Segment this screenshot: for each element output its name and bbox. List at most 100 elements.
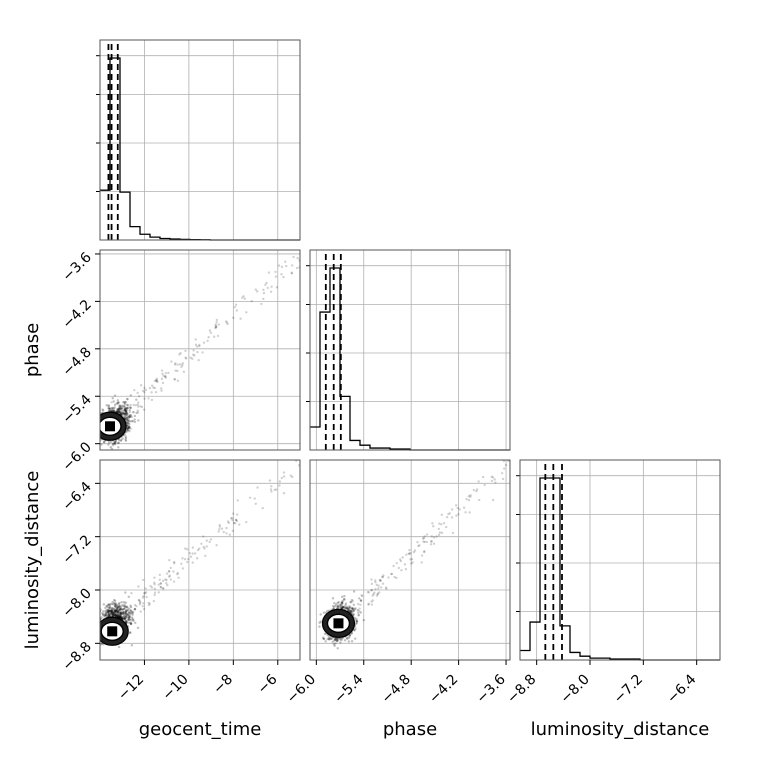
scatter-point xyxy=(116,401,120,404)
scatter-point xyxy=(355,617,358,621)
scatter-point xyxy=(260,302,263,306)
scatter-point xyxy=(350,607,354,610)
scatter-point xyxy=(370,603,374,606)
scatter-point xyxy=(106,610,110,614)
scatter-point xyxy=(147,397,150,400)
scatter-point xyxy=(122,405,126,408)
scatter-point xyxy=(477,498,481,502)
scatter-point xyxy=(127,422,130,425)
scatter-point xyxy=(116,607,119,610)
scatter-point xyxy=(121,407,124,410)
scatter-point xyxy=(115,607,119,610)
scatter-point xyxy=(184,356,187,359)
scatter-point xyxy=(111,600,114,604)
scatter-point xyxy=(189,555,193,558)
scatter-point xyxy=(224,320,228,323)
scatter-point xyxy=(113,406,116,409)
y-axis-label-luminosity-distance: luminosity_distance xyxy=(22,471,43,650)
scatter-point xyxy=(336,606,339,610)
scatter-point xyxy=(337,604,340,607)
scatter-point xyxy=(129,414,132,417)
scatter-point xyxy=(109,446,112,449)
scatter-point xyxy=(343,639,347,642)
scatter-point xyxy=(122,607,125,611)
scatter-point xyxy=(123,416,127,419)
scatter-point xyxy=(377,587,380,590)
scatter-point xyxy=(126,417,129,420)
scatter-point xyxy=(122,617,126,620)
scatter-point xyxy=(273,488,276,492)
scatter-point xyxy=(432,525,435,528)
scatter-point xyxy=(115,614,118,618)
hist-step-luminosity_distance xyxy=(520,477,720,661)
scatter-point xyxy=(125,614,128,618)
scatter-point xyxy=(122,604,125,608)
scatter-point xyxy=(107,614,110,617)
scatter-point xyxy=(121,406,124,410)
scatter-point xyxy=(153,386,156,390)
scatter-point xyxy=(128,410,132,414)
scatter-point xyxy=(351,600,354,603)
scatter-point xyxy=(376,593,379,596)
scatter-point xyxy=(291,475,294,479)
scatter-point xyxy=(384,586,388,589)
scatter-point xyxy=(128,631,132,634)
scatter-point xyxy=(120,616,123,619)
scatter-point xyxy=(105,614,109,617)
scatter-point xyxy=(112,442,115,445)
scatter-point xyxy=(127,428,130,431)
scatter-point xyxy=(117,645,121,649)
scatter-point xyxy=(280,273,283,276)
scatter-point xyxy=(112,611,116,615)
scatter-point xyxy=(134,404,138,407)
scatter-point xyxy=(422,550,426,554)
scatter-point xyxy=(153,591,157,594)
scatter-point xyxy=(150,398,154,402)
scatter-point xyxy=(113,604,117,608)
scatter-point xyxy=(297,464,300,467)
scatter-point xyxy=(371,594,374,597)
scatter-point xyxy=(507,460,510,463)
scatter-point xyxy=(176,369,179,373)
scatter-point xyxy=(372,593,375,596)
scatter-point xyxy=(118,615,122,618)
scatter-point xyxy=(107,610,111,614)
scatter-point xyxy=(115,611,118,614)
scatter-point xyxy=(124,610,128,613)
scatter-point xyxy=(334,637,337,640)
scatter-point xyxy=(125,609,128,612)
scatter-point xyxy=(125,620,128,624)
scatter-point xyxy=(335,637,339,640)
scatter-point xyxy=(123,412,126,416)
scatter-point xyxy=(126,412,129,415)
scatter-point xyxy=(238,523,241,526)
scatter-point xyxy=(337,600,340,604)
corner-labels: geocent_time phase luminosity_distance p… xyxy=(22,323,709,740)
scatter-point xyxy=(184,357,188,360)
scatter-point xyxy=(97,417,99,419)
scatter-point xyxy=(124,609,128,612)
scatter-point xyxy=(144,592,147,595)
scatter-point xyxy=(184,349,187,353)
scatter-point xyxy=(174,369,177,372)
scatter-point xyxy=(282,491,286,495)
scatter-point xyxy=(267,271,271,274)
scatter-point xyxy=(124,616,128,620)
scatter-point xyxy=(111,614,115,618)
scatter-point xyxy=(245,311,248,314)
scatter-point xyxy=(147,603,151,607)
scatter-point xyxy=(116,609,120,612)
scatter-point xyxy=(136,409,139,412)
scatter-point xyxy=(324,640,327,643)
scatter-point xyxy=(123,611,127,614)
scatter-point xyxy=(122,615,126,619)
scatter-point xyxy=(153,581,156,584)
scatter-point xyxy=(133,603,137,607)
scatter-point xyxy=(127,616,130,619)
scatter-point xyxy=(101,611,104,615)
scatter-point xyxy=(245,520,248,524)
scatter-point xyxy=(282,275,285,279)
scatter-point xyxy=(116,610,119,613)
scatter-point xyxy=(97,426,99,428)
scatter-point xyxy=(409,562,413,565)
